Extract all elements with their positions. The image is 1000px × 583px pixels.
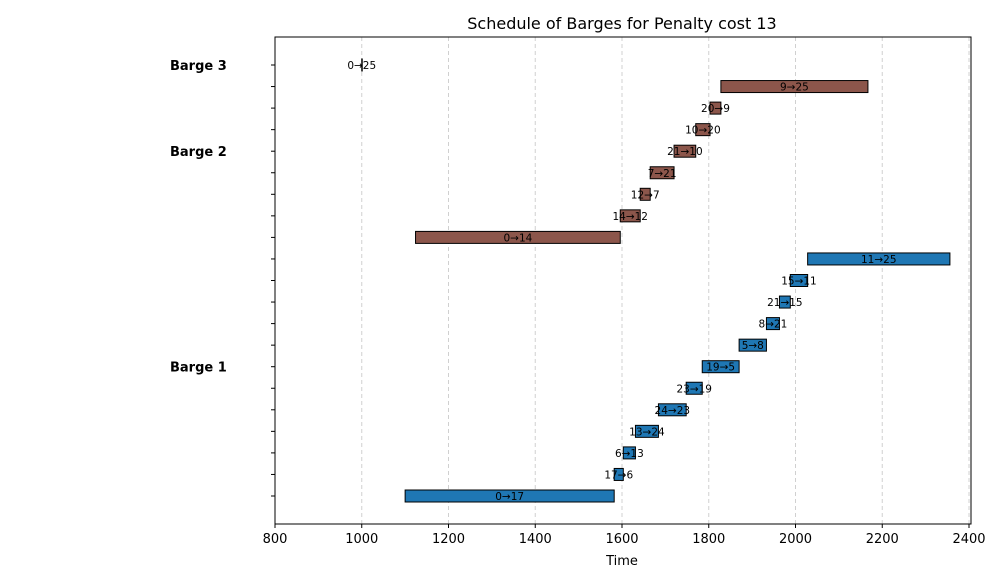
bar-20-to-9 [709, 101, 722, 115]
bar-13-to-24 [634, 424, 659, 438]
group-label-barge-1: Barge 1 [170, 361, 227, 376]
x-tick-label-2200: 2200 [866, 532, 899, 547]
bar-11-to-25 [807, 252, 951, 266]
bar-8-to-21 [765, 317, 780, 331]
bar-label-0-to-17: 0→17 [495, 491, 524, 503]
bar-label-15-to-11: 15→11 [781, 276, 817, 288]
bar-24-to-23 [657, 403, 687, 417]
bar-17-to-6 [613, 467, 624, 481]
bar-label-0-to-25: 0→25 [347, 60, 376, 72]
bar-label-14-to-12: 14→12 [612, 211, 648, 223]
bar-label-21-to-10: 21→10 [667, 146, 703, 158]
barge-labels: Barge 1 Barge 2 Barge 3 [170, 59, 227, 376]
bar-10-to-20 [695, 123, 711, 137]
bar-label-17-to-6: 17→6 [604, 469, 633, 481]
x-tick-label-2000: 2000 [779, 532, 812, 547]
y-ticks [271, 64, 275, 497]
bar-label-0-to-14: 0→14 [503, 232, 532, 244]
bars: 0→25 9→25 20→9 10→20 21→10 7→21 12→7 14→12 0→14 1… [347, 58, 951, 503]
group-label-barge-3: Barge 3 [170, 59, 227, 74]
bar-label-6-to-13: 6→13 [615, 448, 644, 460]
bar-9-to-25 [720, 80, 869, 94]
x-tick-label-1400: 1400 [519, 532, 552, 547]
bar-23-to-19 [685, 381, 703, 395]
x-tick-label-2400: 2400 [952, 532, 985, 547]
bar-0-to-14 [415, 230, 621, 244]
bar-label-24-to-23: 24→23 [655, 405, 691, 417]
x-axis-label: Time [605, 554, 638, 569]
bar-label-9-to-25: 9→25 [780, 82, 809, 94]
bar-0-to-17 [404, 489, 615, 503]
bar-label-8-to-21: 8→21 [759, 319, 788, 331]
bar-label-7-to-21: 7→21 [648, 168, 677, 180]
bar-label-23-to-19: 23→19 [676, 383, 712, 395]
bar-label-13-to-24: 13→24 [629, 426, 665, 438]
bar-label-10-to-20: 10→20 [685, 125, 721, 137]
bar-label-12-to-7: 12→7 [631, 189, 660, 201]
bar-21-to-10 [673, 144, 697, 158]
group-label-barge-2: Barge 2 [170, 145, 227, 160]
x-tick-label-1200: 1200 [432, 532, 465, 547]
bar-label-5-to-8: 5→8 [742, 340, 764, 352]
x-tick-label-1800: 1800 [692, 532, 725, 547]
bar-12-to-7 [639, 187, 651, 201]
x-tick-label-1000: 1000 [345, 532, 378, 547]
bar-19-to-5 [701, 360, 740, 374]
bar-label-19-to-5: 19→5 [706, 362, 735, 374]
grid-lines [361, 37, 970, 524]
x-axis: 800 1000 1200 1400 1600 1800 2000 2200 2400 [263, 524, 986, 547]
bar-6-to-13 [622, 446, 636, 460]
x-tick-label-1600: 1600 [605, 532, 638, 547]
chart-title: Schedule of Barges for Penalty cost 13 [467, 14, 776, 33]
bar-5-to-8 [738, 338, 767, 352]
bar-label-11-to-25: 11→25 [861, 254, 897, 266]
bar-label-20-to-9: 20→9 [701, 103, 730, 115]
bar-0-to-25 [361, 58, 363, 72]
bar-21-to-15 [778, 295, 791, 309]
bar-14-to-12 [619, 209, 641, 223]
bar-15-to-11 [789, 274, 809, 287]
x-tick-label-800: 800 [263, 532, 288, 547]
bar-label-21-to-15: 21→15 [767, 297, 803, 309]
bar-7-to-21 [649, 166, 675, 180]
